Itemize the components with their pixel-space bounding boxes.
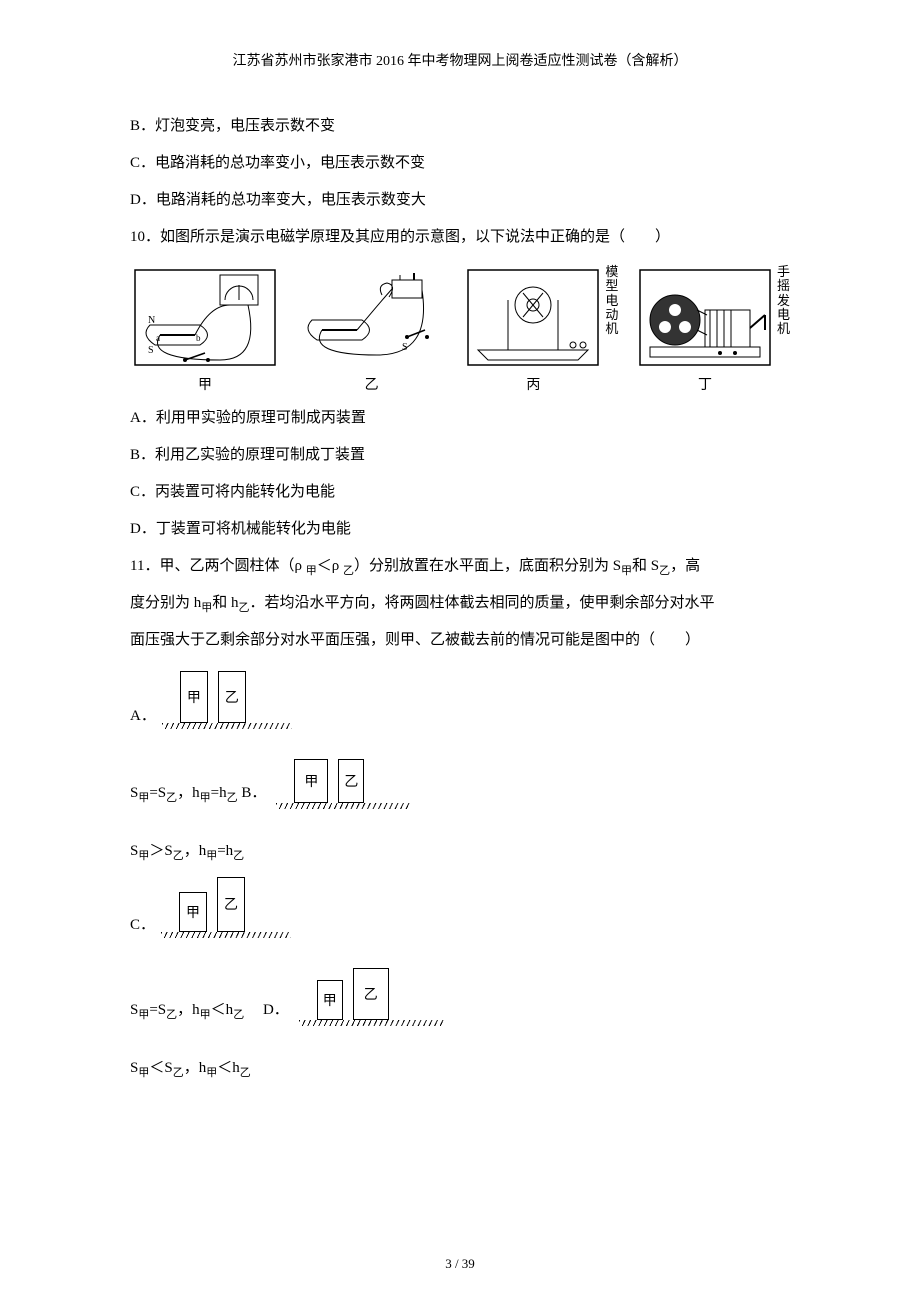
- svg-text:S: S: [402, 342, 408, 353]
- q11-cond-a: S甲=S乙，h甲=h乙 B．: [130, 781, 266, 805]
- q9-option-b: B．灯泡变亮，电压表示数不变: [130, 110, 790, 143]
- q11-cond-c: S甲=S乙，h甲＜h乙 D．: [130, 998, 289, 1022]
- q11-fig-a: A． 甲 乙: [130, 671, 790, 729]
- q11-cond-c-fig-d: S甲=S乙，h甲＜h乙 D． 甲 乙: [130, 968, 790, 1026]
- q10-label-a: 甲: [198, 374, 212, 394]
- q10-option-b: B．利用乙实验的原理可制成丁装置: [130, 439, 790, 472]
- page-header: 江苏省苏州市张家港市 2016 年中考物理网上阅卷适应性测试卷（含解析）: [130, 50, 790, 70]
- svg-text:N: N: [148, 315, 155, 326]
- q10-label-c: 丙: [526, 374, 540, 394]
- diagram-a-icon: N S a b: [130, 265, 280, 370]
- q10-stem: 10．如图所示是演示电磁学原理及其应用的示意图，以下说法中正确的是（ ）: [130, 221, 790, 254]
- diagram-b-icon: S: [297, 265, 447, 370]
- q11-stem-l3: 面压强大于乙剩余部分对水平面压强，则甲、乙被截去前的情况可能是图中的（ ）: [130, 624, 790, 657]
- q10-side-d: 手 摇 发 电 机: [777, 265, 790, 336]
- svg-text:S: S: [148, 345, 154, 356]
- q9-option-d: D．电路消耗的总功率变大，电压表示数变大: [130, 184, 790, 217]
- q11-stem-l2: 度分别为 h甲和 h乙．若均沿水平方向，将两圆柱体截去相同的质量，使甲剩余部分对…: [130, 587, 790, 620]
- diagram-d-icon: [635, 265, 775, 370]
- q11-cond-d: S甲＜S乙，h甲＜h乙: [130, 1052, 790, 1085]
- q11-cond-b: S甲＞S乙，h甲=h乙: [130, 835, 790, 868]
- q11-cond-a-fig-b: S甲=S乙，h甲=h乙 B． 甲 乙: [130, 759, 790, 809]
- q10-side-c: 模 型 电 动 机: [605, 265, 618, 336]
- q10-fig-d: 丁: [635, 265, 775, 394]
- q11-label-a: A．: [130, 704, 156, 725]
- q10-label-d: 丁: [698, 374, 712, 394]
- q11-stem-l1: 11．甲、乙两个圆柱体（ρ 甲＜ρ 乙）分别放置在水平面上，底面积分别为 S甲和…: [130, 550, 790, 583]
- q10-label-b: 乙: [365, 374, 379, 394]
- q10-figure-row: N S a b 甲: [130, 264, 790, 394]
- page-footer: 3 / 39: [0, 1256, 920, 1272]
- q10-option-d: D．丁装置可将机械能转化为电能: [130, 513, 790, 546]
- q11-fig-c: C． 甲 乙: [130, 877, 790, 938]
- q11-label-c: C．: [130, 913, 155, 934]
- q10-fig-a: N S a b 甲: [130, 265, 280, 394]
- diagram-c-icon: [463, 265, 603, 370]
- q10-option-c: C．丙装置可将内能转化为电能: [130, 476, 790, 509]
- q10-fig-c: 丙: [463, 265, 603, 394]
- q10-fig-b: S 乙: [297, 265, 447, 394]
- q9-option-c: C．电路消耗的总功率变小，电压表示数不变: [130, 147, 790, 180]
- svg-text:b: b: [196, 333, 201, 343]
- q10-option-a: A．利用甲实验的原理可制成丙装置: [130, 402, 790, 435]
